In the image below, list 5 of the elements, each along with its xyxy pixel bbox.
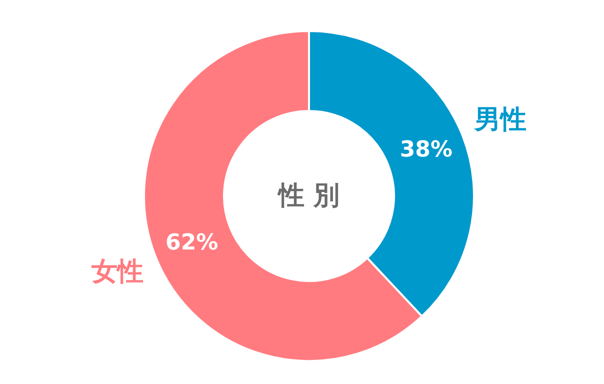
slice-label: 男性 — [474, 105, 527, 136]
data-label: 62% — [166, 230, 218, 256]
text: 性 別 — [276, 181, 340, 211]
data-label: 38% — [400, 138, 452, 163]
slice-label: 女性 — [90, 256, 144, 287]
